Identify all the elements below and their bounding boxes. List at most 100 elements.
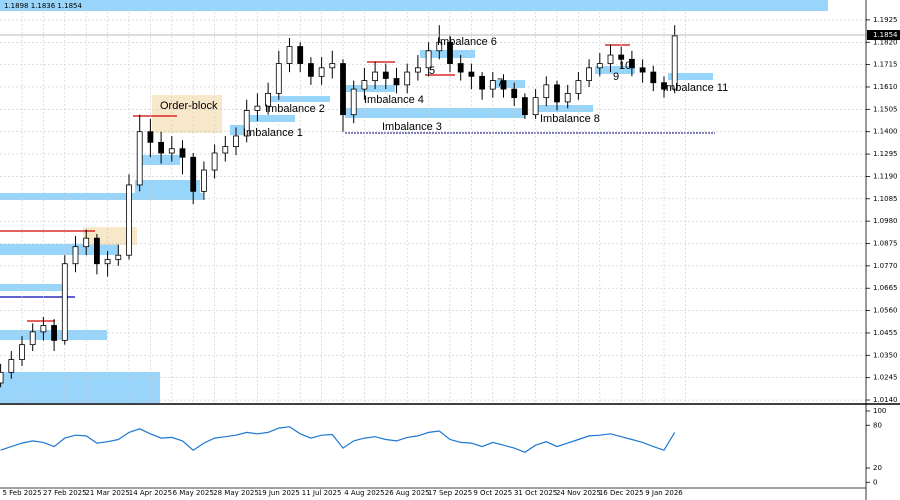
x-tick-label: 5 Feb 2025 xyxy=(2,489,41,497)
candle-body xyxy=(457,63,464,73)
levels xyxy=(0,44,630,322)
candle-body xyxy=(254,105,261,111)
candle-body xyxy=(671,35,678,90)
zones xyxy=(0,0,828,403)
candle-body xyxy=(468,71,475,77)
candle-body xyxy=(372,71,379,81)
y-tick-label: 100 xyxy=(873,407,886,415)
x-tick-label: 6 May 2025 xyxy=(173,489,214,497)
candle-body xyxy=(243,110,250,137)
zone xyxy=(0,244,118,255)
zone xyxy=(140,155,180,165)
candle-body xyxy=(307,63,314,77)
x-tick-label: 19 Jun 2025 xyxy=(258,489,300,497)
candle-body xyxy=(297,46,304,64)
candle-body xyxy=(361,80,368,90)
candle-body xyxy=(275,63,282,94)
annotation: 9 xyxy=(613,71,619,83)
candle-body xyxy=(40,325,47,333)
y-tick-label: 1.0245 xyxy=(873,374,898,382)
annotation: Order-block xyxy=(160,100,218,112)
y-tick-label: 1.0770 xyxy=(873,262,898,270)
candle-body xyxy=(340,63,346,116)
candle-body xyxy=(200,169,207,192)
candle-body xyxy=(564,92,571,103)
info-bar xyxy=(0,0,828,11)
candle-body xyxy=(0,371,4,384)
zone xyxy=(535,105,593,112)
candle-body xyxy=(639,67,646,73)
zone xyxy=(0,372,160,403)
candle-body xyxy=(222,146,229,154)
candle-body xyxy=(596,63,603,69)
last-price-box xyxy=(867,30,900,41)
y-tick-label: 1.1610 xyxy=(873,83,898,91)
zone xyxy=(230,125,250,135)
y-tick-label: 80 xyxy=(873,421,882,429)
y-tick-label: 0 xyxy=(873,478,877,486)
candle-body xyxy=(382,71,389,79)
y-tick-label: 1.1715 xyxy=(873,61,898,69)
y-tick-label: 1.1190 xyxy=(873,172,898,180)
x-tick-label: 27 Feb 2025 xyxy=(43,489,87,497)
annotation: 7 xyxy=(497,77,503,89)
zone xyxy=(345,85,395,92)
y-tick-label: 1.0560 xyxy=(873,307,898,315)
candle-body xyxy=(575,80,582,94)
x-tick-label: 21 Mar 2025 xyxy=(85,489,129,497)
candle-body xyxy=(286,46,293,64)
x-tick-label: 31 Oct 2025 xyxy=(514,489,557,497)
y-tick-label: 1.0980 xyxy=(873,217,898,225)
candle-body xyxy=(607,54,614,64)
candle-body xyxy=(318,67,325,77)
candle-body xyxy=(479,75,486,90)
x-tick-label: 28 May 2025 xyxy=(213,489,259,497)
zone xyxy=(250,115,295,122)
candle-body xyxy=(29,331,36,346)
candle-body xyxy=(350,88,357,116)
candle-body xyxy=(661,82,667,90)
candle-body xyxy=(414,67,421,73)
x-tick-label: 14 Apr 2025 xyxy=(129,489,172,497)
candle-body xyxy=(179,148,186,158)
x-tick-label: 9 Jan 2026 xyxy=(645,489,683,497)
candle-body xyxy=(51,325,57,341)
candle-body xyxy=(168,148,175,154)
y-tick-label: 1.1925 xyxy=(873,16,898,24)
annotation: Imbalance 11 xyxy=(663,82,728,94)
candle-body xyxy=(393,78,400,86)
candle-body xyxy=(72,246,79,265)
y-tick-label: 1.1820 xyxy=(873,38,898,46)
candle-body xyxy=(618,54,625,60)
candle-body xyxy=(147,131,154,143)
x-tick-label: 11 Jul 2025 xyxy=(302,489,342,497)
zone xyxy=(595,66,635,74)
last-price-label: 1.1854 xyxy=(873,31,898,39)
zone xyxy=(668,73,713,80)
annotation: 5 xyxy=(429,65,435,77)
annotation: Imbalance 6 xyxy=(437,36,497,48)
candle-body xyxy=(522,97,528,116)
candle-body xyxy=(586,67,592,81)
info-text: 1.1898 1.1836 1.1854 xyxy=(4,2,82,10)
candle-body xyxy=(158,141,165,154)
annotation: Imbalance 1 xyxy=(243,127,303,139)
candle-body xyxy=(136,131,143,186)
x-tick-label: 24 Nov 2025 xyxy=(556,489,601,497)
candle-body xyxy=(126,184,132,256)
x-tick-label: 9 Oct 2025 xyxy=(473,489,512,497)
candle-body xyxy=(489,80,496,90)
candle-body xyxy=(425,50,432,69)
y-tick-label: 1.1085 xyxy=(873,195,898,203)
annotation: Imbalance 8 xyxy=(540,113,600,125)
order-block xyxy=(152,95,222,133)
candle-body xyxy=(650,71,657,84)
candles xyxy=(0,25,678,388)
zone xyxy=(345,108,525,118)
y-tick-label: 1.1400 xyxy=(873,128,898,136)
candle-body xyxy=(554,84,560,103)
x-tick-label: 4 Aug 2025 xyxy=(344,489,384,497)
candle-body xyxy=(19,344,25,360)
y-tick-label: 1.1505 xyxy=(873,105,898,113)
